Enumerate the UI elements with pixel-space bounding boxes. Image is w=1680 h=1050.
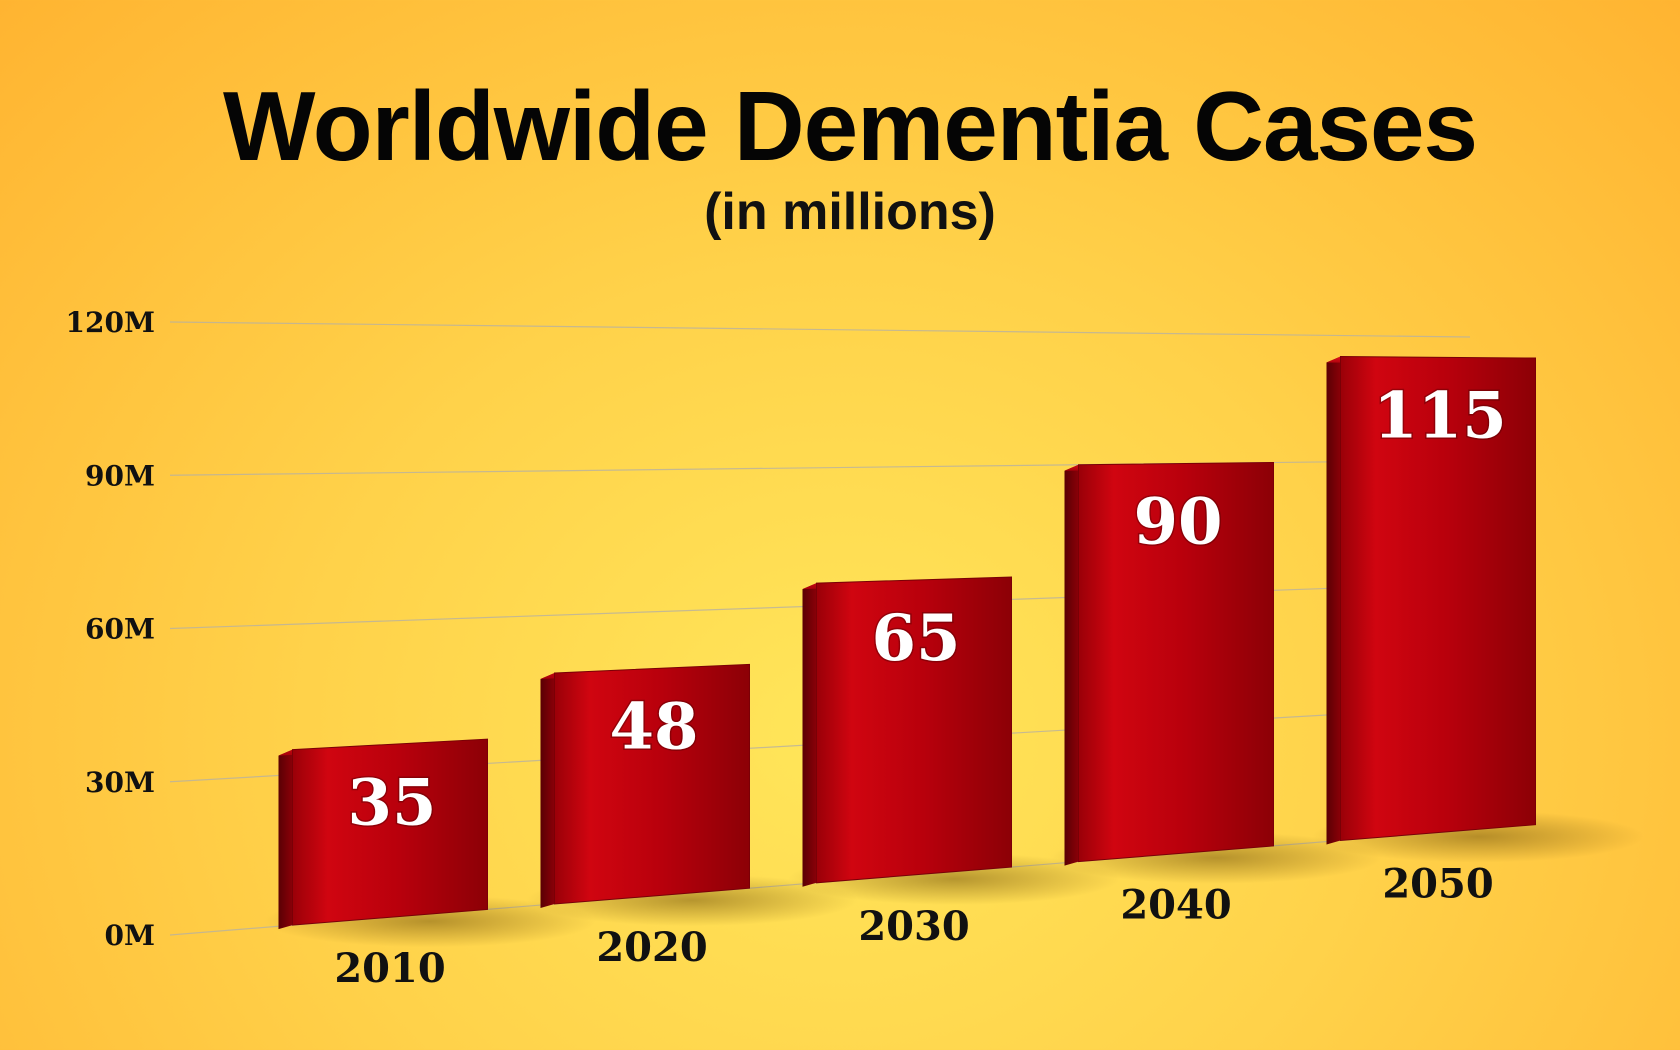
bar-side [802,583,817,887]
y-tick-label: 60M [85,613,155,646]
bar [554,663,750,905]
bar-value-label: 48 [609,690,698,765]
x-tick-label: 2050 [1382,861,1493,908]
gridline [169,321,1471,338]
bar-value-label: 65 [871,601,960,676]
bar-value-label: 115 [1373,378,1507,453]
bar-side [540,672,555,908]
x-tick-label: 2020 [596,924,707,971]
bar [816,576,1012,884]
bar [1340,356,1536,842]
y-tick-label: 30M [85,766,155,799]
y-axis: 0M 30M 60M 90M 120M [66,306,155,952]
bar-side [1326,356,1341,845]
x-tick-label: 2030 [858,903,969,950]
chart-title: Worldwide Dementia Cases [222,71,1478,181]
bar-side [1064,464,1079,866]
y-tick-label: 90M [85,459,155,492]
gridline [169,459,1471,476]
x-tick-label: 2040 [1120,882,1231,929]
bar-value-label: 90 [1133,485,1222,560]
chart-subtitle: (in millions) [704,183,996,241]
bar-side [278,749,293,930]
y-tick-label: 0M [105,919,155,952]
y-tick-label: 120M [66,306,155,339]
bars: 35 2010 48 2020 65 2030 90 2040 115 2050 [264,356,1644,992]
bar [1078,462,1274,863]
x-tick-label: 2010 [334,945,445,992]
bar [292,738,488,926]
bar-value-label: 35 [347,765,436,840]
